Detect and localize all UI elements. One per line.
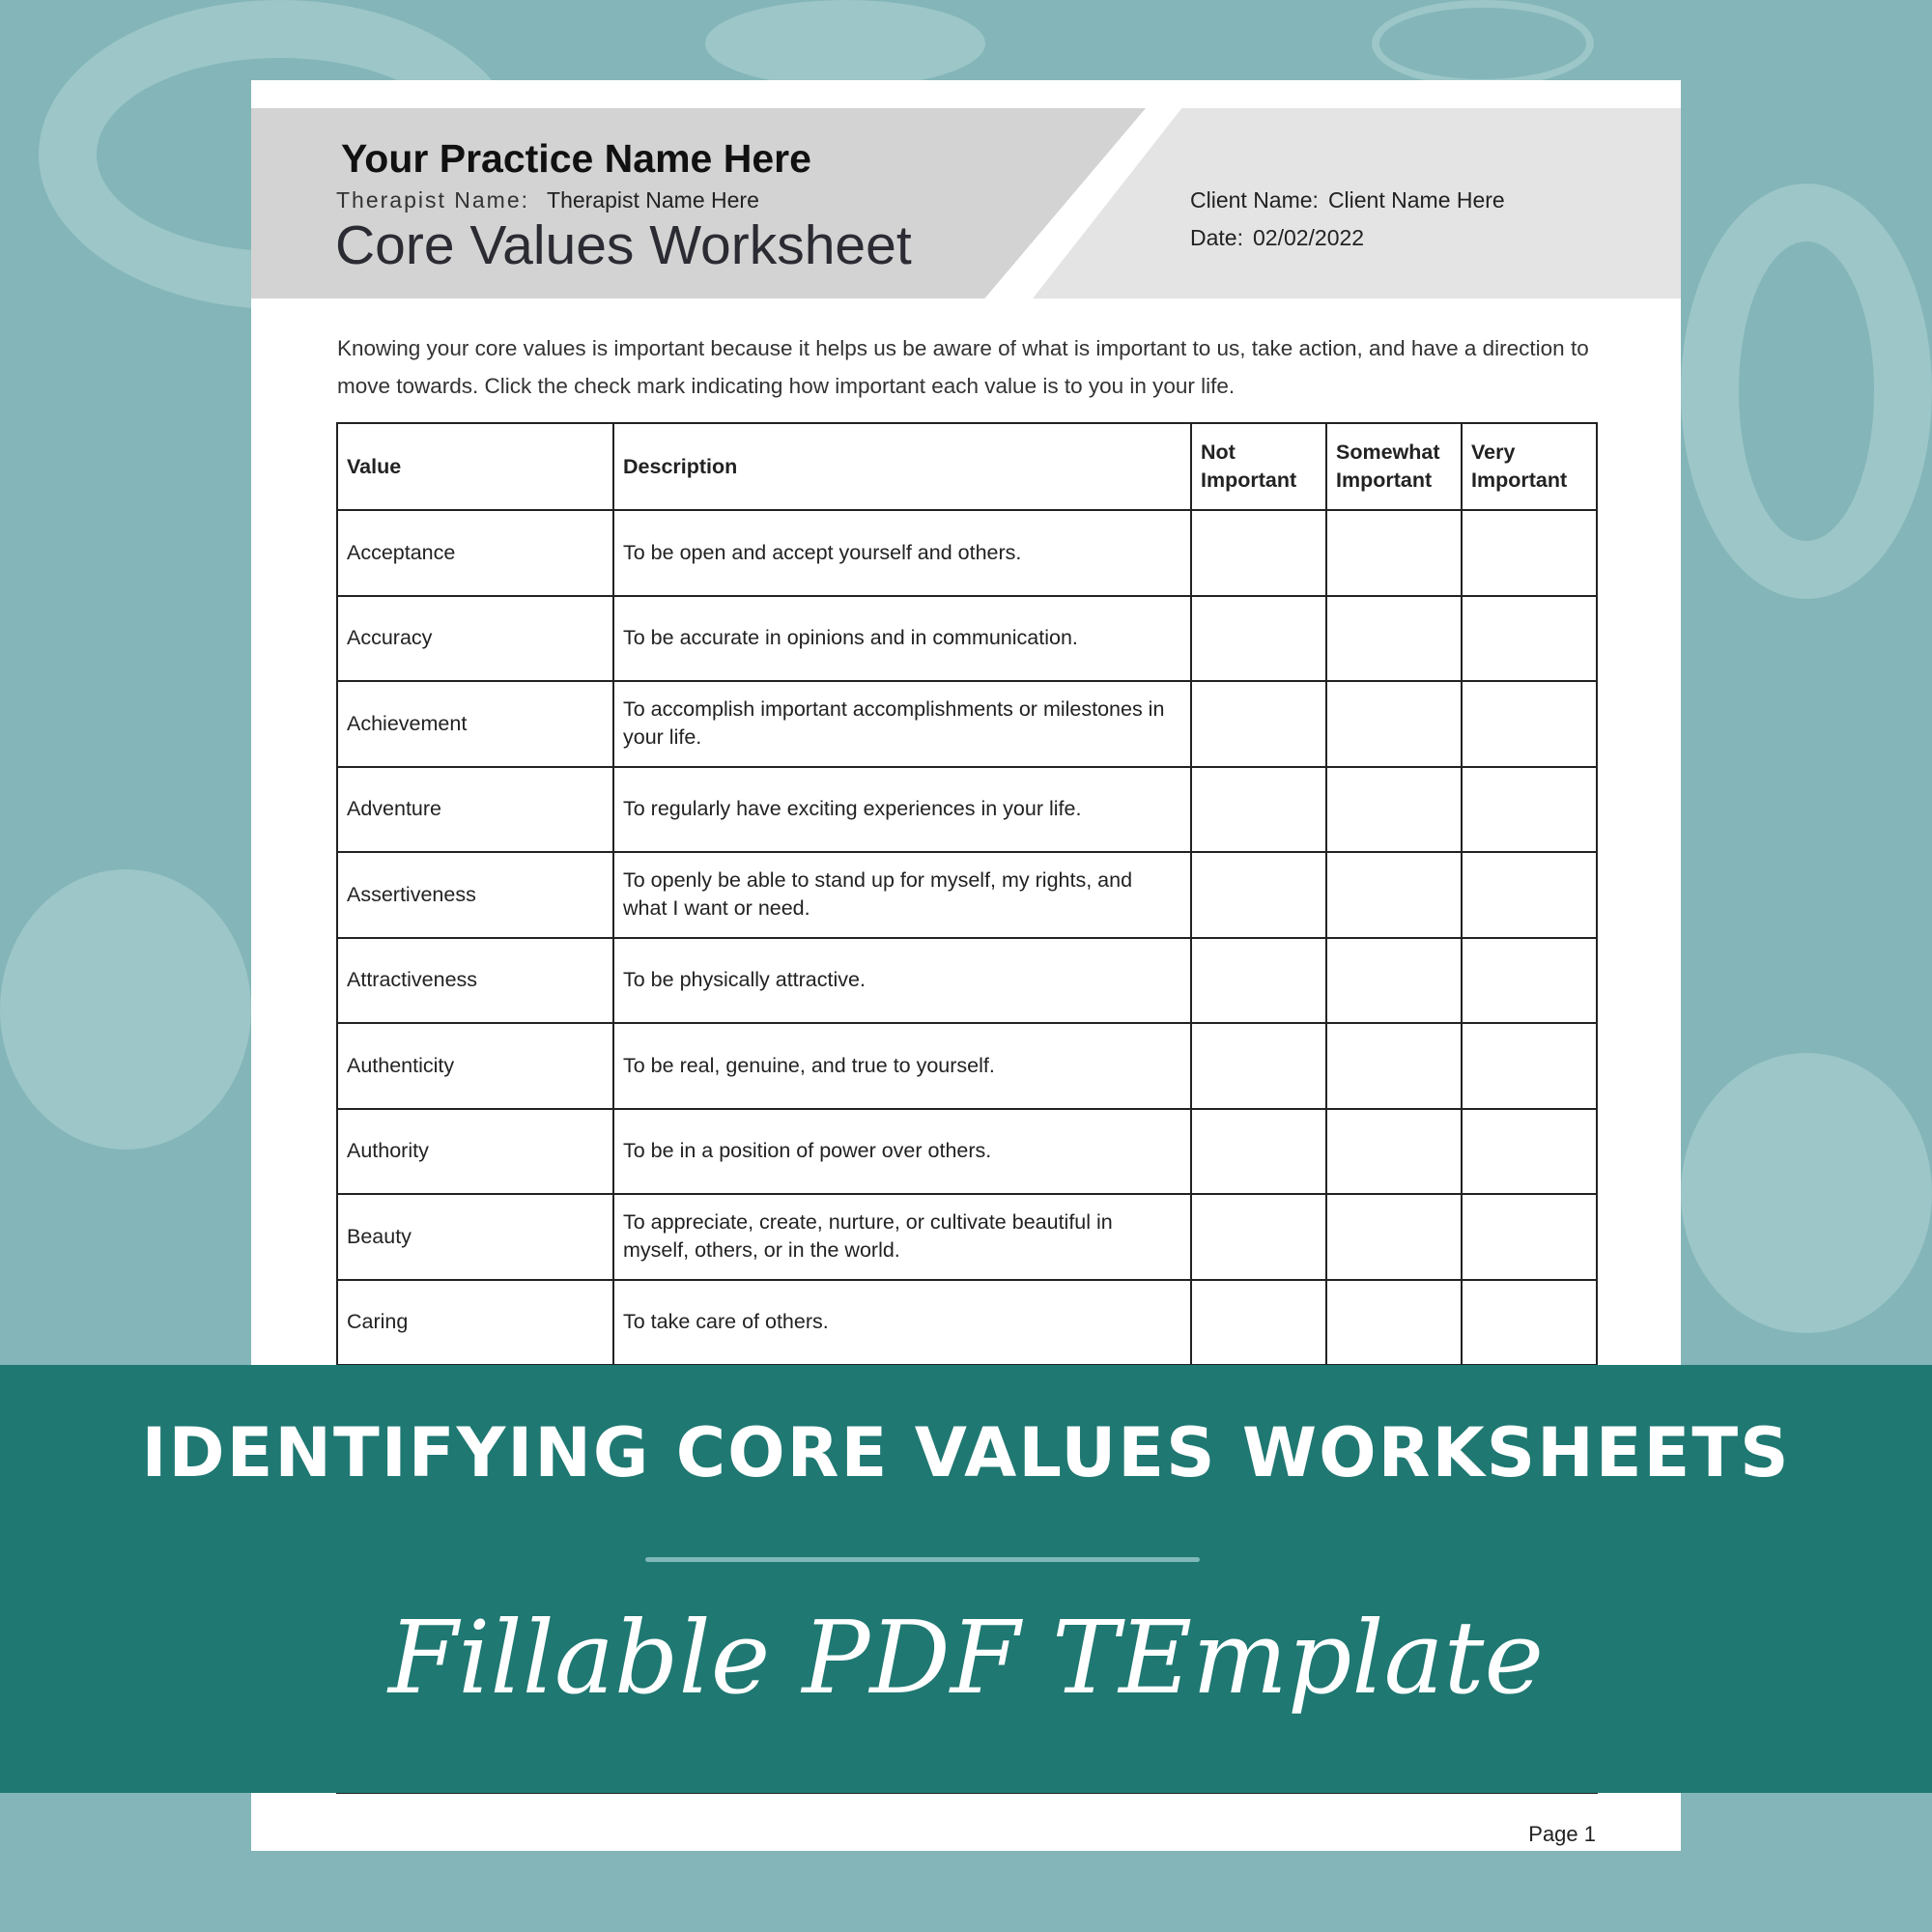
somewhat-important-checkbox[interactable]: [1325, 509, 1463, 597]
somewhat-important-checkbox[interactable]: [1325, 851, 1463, 939]
very-important-checkbox[interactable]: [1461, 680, 1598, 768]
not-important-checkbox[interactable]: [1190, 509, 1327, 597]
value-cell: Achievement: [336, 680, 614, 768]
person-circle-decoration: [0, 869, 251, 1150]
header-somewhat-important: Somewhat Important: [1325, 422, 1463, 511]
very-important-checkbox[interactable]: [1461, 1107, 1598, 1195]
very-important-checkbox[interactable]: [1461, 936, 1598, 1024]
intro-text: Knowing your core values is important be…: [337, 336, 1589, 398]
therapist-field: Therapist Name: Therapist Name Here: [336, 187, 759, 213]
value-cell: Adventure: [336, 765, 614, 853]
somewhat-important-checkbox[interactable]: [1325, 680, 1463, 768]
brain-decoration: [1372, 0, 1594, 87]
client-field: Client Name: Client Name Here: [1190, 187, 1505, 213]
very-important-checkbox[interactable]: [1461, 765, 1598, 853]
banner-title: IDENTIFYING CORE VALUES WORKSHEETS: [141, 1413, 1791, 1492]
banner-divider: [645, 1557, 1200, 1562]
person-circle-decoration: [705, 0, 985, 87]
table-row: Assertiveness To openly be able to stand …: [336, 851, 1598, 939]
table-row: Authority To be in a position of power ov…: [336, 1107, 1598, 1195]
header-not-important: Not Important: [1190, 422, 1327, 511]
table-row: Adventure To regularly have exciting expe…: [336, 765, 1598, 853]
therapist-label: Therapist Name:: [336, 187, 530, 213]
description-cell: To be open and accept yourself and other…: [612, 509, 1192, 597]
value-cell: Attractiveness: [336, 936, 614, 1024]
not-important-checkbox[interactable]: [1190, 1193, 1327, 1281]
value-cell: Authenticity: [336, 1022, 614, 1110]
description-cell: To regularly have exciting experiences i…: [612, 765, 1192, 853]
somewhat-important-checkbox[interactable]: [1325, 1278, 1463, 1366]
date-value[interactable]: 02/02/2022: [1252, 225, 1365, 250]
very-important-checkbox[interactable]: [1461, 1278, 1598, 1366]
very-important-checkbox[interactable]: [1461, 1022, 1598, 1110]
header-band: [251, 108, 1146, 298]
client-label: Client Name:: [1190, 187, 1319, 213]
description-cell: To accomplish important accomplishments …: [612, 680, 1192, 768]
header-value: Value: [336, 422, 614, 511]
client-value[interactable]: Client Name Here: [1327, 187, 1505, 213]
not-important-checkbox[interactable]: [1190, 1278, 1327, 1366]
banner-subtitle: Fillable PDF TEmplate: [387, 1599, 1545, 1717]
somewhat-important-checkbox[interactable]: [1325, 1107, 1463, 1195]
page-number: Page 1: [1528, 1822, 1596, 1846]
value-cell: Caring: [336, 1278, 614, 1366]
somewhat-important-checkbox[interactable]: [1325, 1022, 1463, 1110]
not-important-checkbox[interactable]: [1190, 851, 1327, 939]
description-cell: To be in a position of power over others…: [612, 1107, 1192, 1195]
table-row: Attractiveness To be physically attractiv…: [336, 936, 1598, 1024]
very-important-checkbox[interactable]: [1461, 1193, 1598, 1281]
page-title: Core Values Worksheet: [335, 214, 912, 276]
not-important-checkbox[interactable]: [1190, 1022, 1327, 1110]
somewhat-important-checkbox[interactable]: [1325, 936, 1463, 1024]
table-row: Accuracy To be accurate in opinions and i…: [336, 594, 1598, 682]
very-important-checkbox[interactable]: [1461, 594, 1598, 682]
description-cell: To be physically attractive.: [612, 936, 1192, 1024]
table-header-row: Value Description Not Important Somewhat…: [336, 422, 1598, 511]
table-row: Caring To take care of others.: [336, 1278, 1598, 1366]
somewhat-important-checkbox[interactable]: [1325, 765, 1463, 853]
person-circle-decoration: [1681, 1053, 1932, 1333]
date-field: Date: 02/02/2022: [1190, 225, 1364, 251]
description-cell: To be real, genuine, and true to yoursel…: [612, 1022, 1192, 1110]
very-important-checkbox[interactable]: [1461, 851, 1598, 939]
table-row: Authenticity To be real, genuine, and tru…: [336, 1022, 1598, 1110]
description-cell: To be accurate in opinions and in commun…: [612, 594, 1192, 682]
value-cell: Accuracy: [336, 594, 614, 682]
description-cell: To appreciate, create, nurture, or culti…: [612, 1193, 1192, 1281]
header-very-important: Very Important: [1461, 422, 1598, 511]
very-important-checkbox[interactable]: [1461, 509, 1598, 597]
somewhat-important-checkbox[interactable]: [1325, 594, 1463, 682]
practice-name: Your Practice Name Here: [341, 136, 811, 181]
value-cell: Acceptance: [336, 509, 614, 597]
value-cell: Authority: [336, 1107, 614, 1195]
somewhat-important-checkbox[interactable]: [1325, 1193, 1463, 1281]
table-row: Achievement To accomplish important accom…: [336, 680, 1598, 768]
description-cell: To openly be able to stand up for myself…: [612, 851, 1192, 939]
not-important-checkbox[interactable]: [1190, 765, 1327, 853]
therapist-value[interactable]: Therapist Name Here: [547, 187, 759, 213]
table-row: Acceptance To be open and accept yourself…: [336, 509, 1598, 597]
promo-banner: [0, 1365, 1932, 1793]
not-important-checkbox[interactable]: [1190, 680, 1327, 768]
not-important-checkbox[interactable]: [1190, 1107, 1327, 1195]
not-important-checkbox[interactable]: [1190, 936, 1327, 1024]
description-cell: To take care of others.: [612, 1278, 1192, 1366]
value-cell: Beauty: [336, 1193, 614, 1281]
not-important-checkbox[interactable]: [1190, 594, 1327, 682]
dna-decoration: [1681, 184, 1932, 599]
value-cell: Assertiveness: [336, 851, 614, 939]
header-description: Description: [612, 422, 1192, 511]
table-row: Beauty To appreciate, create, nurture, or…: [336, 1193, 1598, 1281]
date-label: Date:: [1190, 225, 1243, 250]
